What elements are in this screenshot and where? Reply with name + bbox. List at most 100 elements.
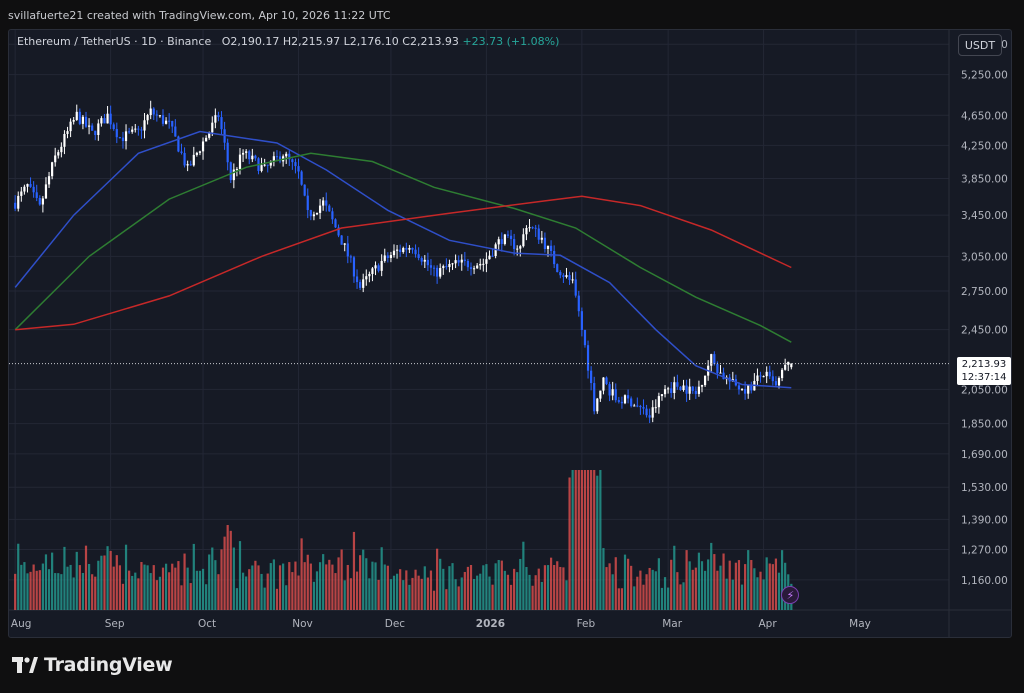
candle-body	[454, 260, 457, 264]
candle-body	[263, 164, 266, 166]
price-chart[interactable]: 5,750.005,250.004,650.004,250.003,850.00…	[9, 30, 1011, 637]
time-tick-label: Dec	[385, 618, 406, 630]
candle-body	[115, 129, 118, 138]
candle-body	[285, 153, 288, 157]
time-tick-label: Sep	[105, 618, 125, 630]
time-tick-label: Oct	[198, 618, 216, 630]
ohlc-high: H2,215.97	[282, 35, 341, 48]
candle-body	[174, 126, 177, 137]
tradingview-logo[interactable]: TradingView	[12, 654, 173, 676]
volume-bar	[583, 470, 587, 610]
volume-bar	[402, 580, 405, 610]
candle-body	[703, 375, 707, 386]
volume-bar	[648, 567, 651, 610]
candle-body	[488, 255, 491, 260]
volume-bar	[466, 566, 470, 610]
volume-bar	[97, 560, 100, 610]
candle-body	[744, 389, 747, 394]
candle-body	[543, 237, 547, 250]
candle-body	[476, 265, 479, 269]
volume-bar	[26, 573, 29, 610]
volume-bar	[260, 573, 263, 610]
candle-body	[479, 263, 482, 266]
volume-bar	[777, 572, 781, 610]
price-tick-label: 4,250.00	[961, 140, 1008, 152]
candle-body	[762, 376, 765, 378]
candle-body	[155, 114, 158, 116]
volume-bar	[768, 563, 771, 610]
candle-body	[94, 130, 97, 135]
chart-panel[interactable]: 5,750.005,250.004,650.004,250.003,850.00…	[8, 29, 1012, 638]
volume-bar	[29, 571, 32, 610]
volume-bar	[571, 470, 574, 610]
candle-body	[374, 265, 377, 269]
candle-body	[648, 415, 651, 418]
volume-bar	[494, 563, 497, 610]
price-tick-label: 3,050.00	[961, 251, 1008, 263]
candle-body	[590, 370, 593, 384]
candle-body	[140, 129, 143, 131]
candle-body	[654, 407, 657, 409]
candle-body	[362, 279, 365, 288]
price-tick-label: 4,650.00	[961, 110, 1008, 122]
volume-bar	[642, 584, 645, 610]
symbol-name[interactable]: Ethereum / TetherUS · 1D · Binance	[17, 35, 212, 48]
volume-bar	[294, 561, 297, 610]
volume-bar	[115, 555, 118, 610]
volume-bar	[608, 563, 611, 610]
volume-bar	[392, 575, 396, 610]
currency-button[interactable]: USDT	[958, 34, 1002, 56]
volume-bar	[186, 567, 189, 610]
volume-bar	[697, 552, 701, 610]
candle-body	[26, 184, 29, 187]
candle-body	[303, 184, 306, 196]
volume-bar	[183, 553, 186, 610]
volume-bar	[365, 558, 368, 610]
volume-bar	[278, 565, 282, 610]
volume-bar	[349, 578, 352, 610]
candle-body	[777, 378, 781, 386]
volume-bar	[17, 543, 20, 610]
volume-bar	[765, 557, 768, 610]
volume-bar	[553, 565, 556, 610]
ohlc-change: +23.73 (+1.08%)	[462, 35, 560, 48]
candle-body	[784, 364, 787, 370]
volume-bar	[670, 559, 673, 610]
volume-bar	[241, 572, 245, 610]
volume-bar	[303, 562, 306, 610]
candle-body	[568, 275, 571, 280]
volume-bar	[414, 569, 417, 610]
volume-bar	[429, 570, 433, 610]
candle-body	[497, 239, 500, 245]
candle-body	[531, 227, 534, 229]
candle-body	[432, 267, 436, 269]
candle-body	[269, 161, 272, 166]
candle-body	[355, 276, 359, 283]
candle-body	[509, 235, 513, 240]
candle-body	[389, 255, 393, 258]
volume-bar	[463, 571, 466, 610]
volume-bar	[272, 559, 275, 610]
candle-body	[414, 249, 417, 255]
lightning-icon[interactable]: ⚡	[781, 586, 800, 604]
candle-body	[112, 124, 115, 130]
candle-body	[137, 128, 140, 130]
candle-body	[411, 247, 414, 250]
volume-bar	[124, 544, 128, 610]
candle-body	[633, 405, 636, 407]
candle-body	[251, 155, 254, 160]
candle-body	[23, 186, 26, 192]
volume-bar	[590, 470, 593, 610]
volume-bar	[251, 565, 254, 610]
volume-bar	[87, 563, 91, 610]
candle-body	[161, 115, 165, 124]
volume-bar	[685, 550, 688, 610]
volume-bar	[20, 564, 23, 610]
volume-bar	[362, 549, 365, 610]
volume-bar	[38, 570, 41, 610]
candle-body	[750, 385, 753, 391]
candle-body	[325, 200, 328, 206]
last-price-value: 2,213.93	[961, 358, 1007, 370]
price-tick-label: 3,850.00	[961, 173, 1008, 185]
volume-bar	[420, 578, 423, 610]
